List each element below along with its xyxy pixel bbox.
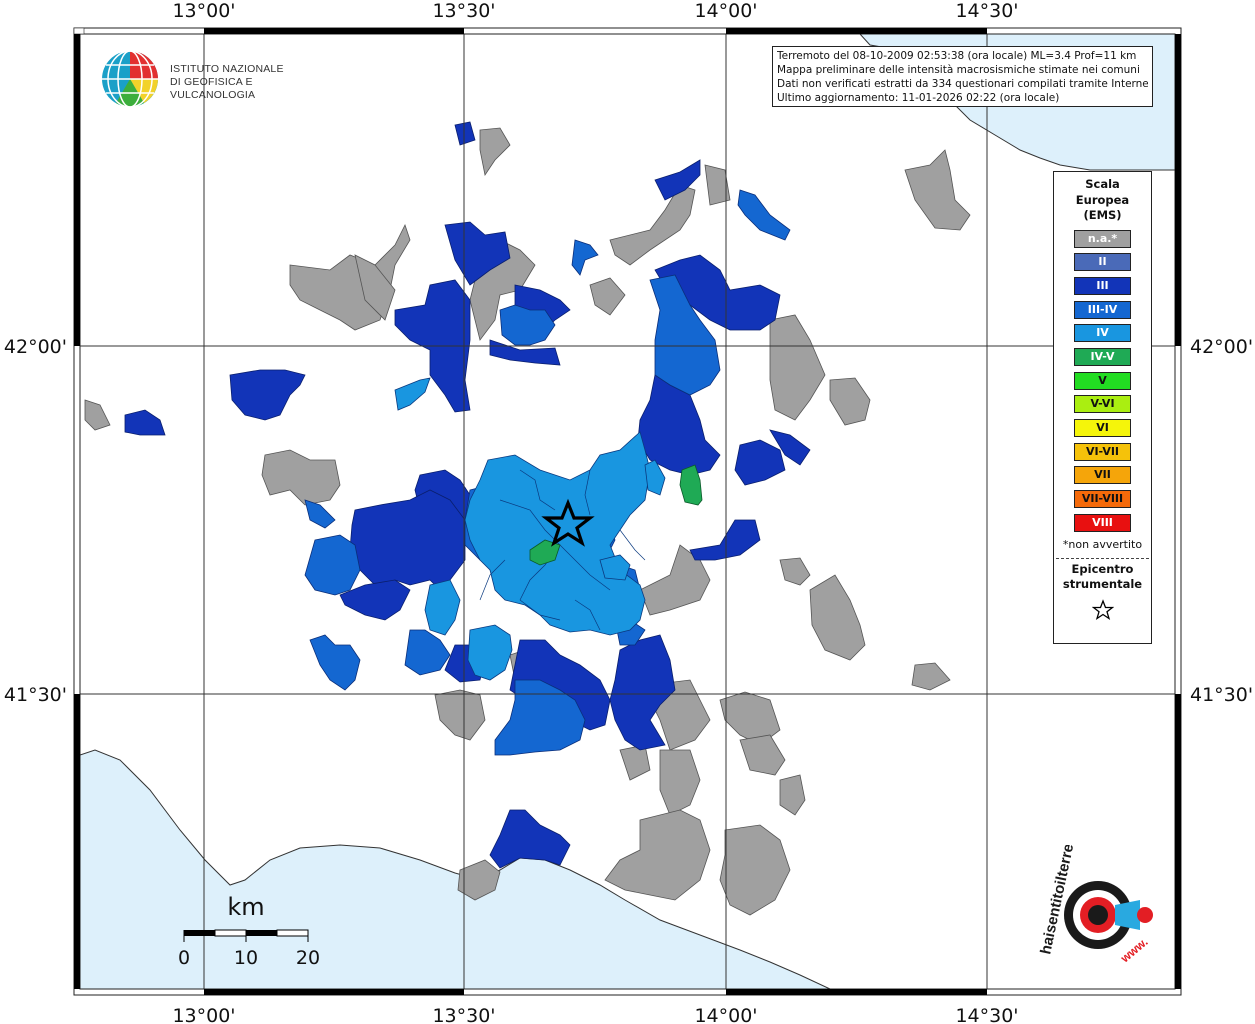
legend-swatch-1: II xyxy=(1074,253,1131,272)
lon-label-top-2: 13°30' xyxy=(432,0,495,22)
hsit-logo: haisentitoilterremoto.it www. xyxy=(1030,793,1170,980)
lat-label-right-1: 42°00' xyxy=(1190,336,1253,358)
info-line1: Terremoto del 08-10-2009 02:53:38 (ora l… xyxy=(777,50,1137,62)
ingv-line2: DI GEOFISICA E VULCANOLOGIA xyxy=(170,76,256,101)
legend-swatch-8: VI xyxy=(1074,419,1131,437)
scale-tick-20: 20 xyxy=(296,947,320,969)
lat-label-left-2: 41°30' xyxy=(4,684,67,706)
legend-swatch-4: IV xyxy=(1074,324,1131,343)
legend-swatch-7: V-VI xyxy=(1074,395,1131,414)
lon-label-bottom-1: 13°00' xyxy=(172,1005,235,1024)
lon-label-bottom-3: 14°00' xyxy=(694,1005,757,1024)
legend-swatch-0: n.a.* xyxy=(1074,229,1131,248)
legend-note: *non avvertito xyxy=(1062,537,1143,551)
legend-title: Scala Europea (EMS) xyxy=(1054,177,1151,224)
info-line3: Dati non verificati estratti da 334 ques… xyxy=(777,78,1148,90)
municipalities-iv-v xyxy=(529,464,703,566)
legend-epi-line1: Epicentro xyxy=(1071,561,1134,576)
lat-label-right-2: 41°30' xyxy=(1190,684,1253,706)
ingv-logo: ISTITUTO NAZIONALE DI GEOFISICA E VULCAN… xyxy=(100,48,330,110)
star-icon xyxy=(541,498,595,547)
lat-label-left-1: 42°00' xyxy=(4,336,67,358)
legend-title-line2: Europea xyxy=(1075,192,1130,207)
scale-tick-0: 0 xyxy=(178,947,190,969)
info-line4: Ultimo aggiornamento: 11-01-2026 02:22 (… xyxy=(777,92,1060,104)
lon-label-top-4: 14°30' xyxy=(955,0,1018,22)
legend-title-line3: (EMS) xyxy=(1083,208,1122,222)
scale-unit: km xyxy=(227,893,264,921)
ingv-line1: ISTITUTO NAZIONALE xyxy=(170,63,284,75)
legend-star-icon xyxy=(1054,598,1151,625)
legend-swatch-12: VIII xyxy=(1074,513,1131,532)
lon-label-bottom-2: 13°30' xyxy=(432,1005,495,1024)
legend-swatch-3: III-IV xyxy=(1074,300,1131,319)
legend-title-line1: Scala xyxy=(1085,177,1120,191)
legend-swatch-2: III xyxy=(1074,276,1131,295)
legend-swatch-5: IV-V xyxy=(1074,347,1131,366)
lon-label-bottom-4: 14°30' xyxy=(955,1005,1018,1024)
legend-swatch-6: V xyxy=(1074,371,1131,390)
legend-epicenter-title: Epicentro strumentale xyxy=(1054,562,1151,593)
info-line2: Mappa preliminare delle intensità macros… xyxy=(777,64,1140,76)
legend-swatch-9: VI-VII xyxy=(1074,442,1131,461)
lon-label-top-3: 14°00' xyxy=(694,0,757,22)
lon-label-top-1: 13°00' xyxy=(172,0,235,22)
scale-bar: km 0 10 20 xyxy=(178,893,320,969)
ingv-globe-icon xyxy=(102,50,158,108)
frame-ticks xyxy=(73,27,1181,995)
legend-separator xyxy=(1056,557,1149,559)
hsit-www: www. xyxy=(1117,935,1150,966)
municipalities-iii xyxy=(124,121,811,869)
scale-tick-10: 10 xyxy=(234,947,258,969)
info-box: Terremoto del 08-10-2009 02:53:38 (ora l… xyxy=(772,46,1153,107)
legend-epi-line2: strumentale xyxy=(1062,577,1143,592)
legend: Scala Europea (EMS) n.a.* II III III-IV IV IV… xyxy=(1053,171,1152,644)
legend-swatch-11: VII-VIII xyxy=(1074,490,1131,509)
legend-swatch-10: VII xyxy=(1074,466,1131,485)
graticule xyxy=(80,34,1175,989)
legend-items: n.a.* II III III-IV IV IV-V V V-VI VI VI-VII VII VI… xyxy=(1054,229,1151,532)
